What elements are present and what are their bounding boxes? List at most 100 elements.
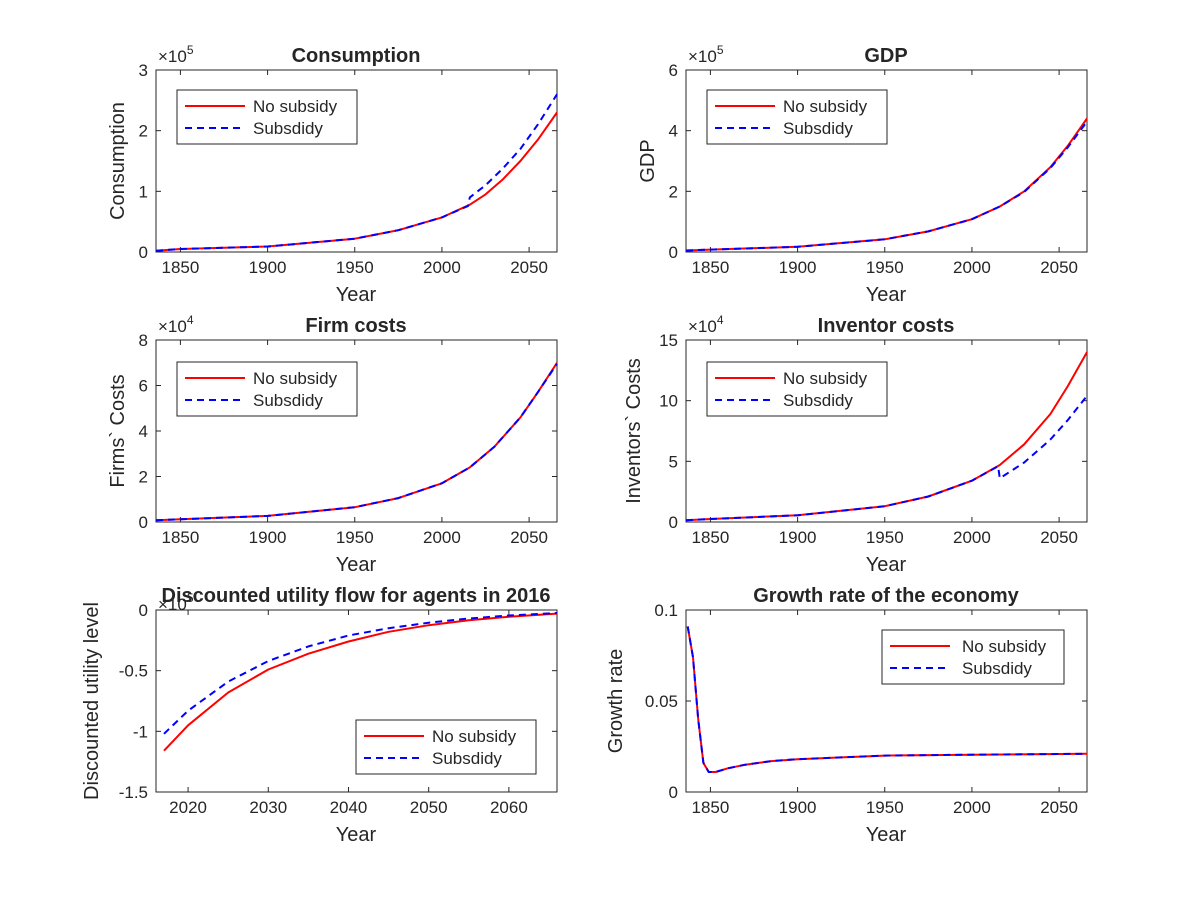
legend-label-no-subsidy: No subsidy bbox=[253, 97, 338, 116]
legend-label-subsidy: Subsdidy bbox=[783, 391, 853, 410]
panel-firm-costs: 1850 1900 1950 2000 2050 0 2 4 6 8 Firm costs Yea… bbox=[107, 313, 558, 576]
panel-consumption: 1850 1900 1950 2000 2050 0 1 2 3 Consumption Yea… bbox=[107, 43, 558, 306]
legend: No subsidy Subsdidy bbox=[355, 719, 537, 775]
x-tick-label: 1900 bbox=[779, 258, 817, 277]
x-tick-label: 1850 bbox=[691, 798, 729, 817]
y-tick-label: 0 bbox=[669, 783, 678, 802]
x-tick-label: 2000 bbox=[953, 798, 991, 817]
series-line-subsidy bbox=[155, 363, 558, 522]
x-tick-label: 1850 bbox=[161, 528, 199, 547]
legend: No subsidy Subsdidy bbox=[176, 361, 358, 417]
x-tick-label: 1950 bbox=[866, 258, 904, 277]
series-line-no-subsidy bbox=[163, 612, 558, 752]
y-axis-label: Discounted utility level bbox=[81, 602, 103, 800]
y-axis-exponent: ×104 bbox=[688, 313, 724, 336]
y-tick-label: 1 bbox=[139, 182, 148, 201]
y-axis-label: Consumption bbox=[107, 102, 129, 220]
x-tick-label: 2030 bbox=[249, 798, 287, 817]
y-tick-label: 4 bbox=[669, 122, 678, 141]
legend-label-subsidy: Subsdidy bbox=[432, 749, 502, 768]
series-line-subsidy bbox=[686, 626, 1088, 773]
x-tick-label: 2050 bbox=[1040, 258, 1078, 277]
y-axis-exponent: ×105 bbox=[158, 43, 194, 66]
series-line-subsidy bbox=[685, 395, 1088, 522]
chart-title: Consumption bbox=[292, 45, 421, 67]
y-tick-label: 8 bbox=[139, 331, 148, 350]
legend-label-no-subsidy: No subsidy bbox=[783, 369, 868, 388]
x-tick-label: 2000 bbox=[423, 258, 461, 277]
y-tick-label: 0 bbox=[669, 243, 678, 262]
x-tick-label: 2050 bbox=[510, 258, 548, 277]
x-tick-label: 1850 bbox=[691, 528, 729, 547]
legend-label-subsidy: Subsdidy bbox=[253, 119, 323, 138]
legend: No subsidy Subsdidy bbox=[706, 361, 888, 417]
x-tick-label: 2040 bbox=[330, 798, 368, 817]
legend: No subsidy Subsdidy bbox=[881, 629, 1065, 685]
legend-label-subsidy: Subsdidy bbox=[783, 119, 853, 138]
legend-label-no-subsidy: No subsidy bbox=[783, 97, 868, 116]
chart-title: GDP bbox=[864, 45, 907, 67]
x-axis-label: Year bbox=[336, 824, 377, 846]
y-axis-exponent: ×104 bbox=[158, 313, 194, 336]
legend-box bbox=[355, 719, 537, 775]
y-tick-label: 2 bbox=[669, 182, 678, 201]
series-line-subsidy bbox=[155, 93, 558, 252]
x-tick-label: 1900 bbox=[779, 528, 817, 547]
legend-box bbox=[881, 629, 1065, 685]
y-tick-label: 2 bbox=[139, 468, 148, 487]
panel-inventor-costs: 1850 1900 1950 2000 2050 0 5 10 15 Inventor cost… bbox=[623, 313, 1088, 576]
y-axis-label: Growth rate bbox=[605, 649, 627, 753]
legend-label-no-subsidy: No subsidy bbox=[253, 369, 338, 388]
y-tick-label: 6 bbox=[139, 377, 148, 396]
x-tick-label: 2000 bbox=[423, 528, 461, 547]
legend-label-subsidy: Subsdidy bbox=[253, 391, 323, 410]
y-tick-label: 15 bbox=[659, 331, 678, 350]
y-tick-label: 0.1 bbox=[654, 601, 678, 620]
legend-box bbox=[706, 361, 888, 417]
x-tick-label: 2050 bbox=[510, 528, 548, 547]
y-axis-label: GDP bbox=[637, 139, 659, 182]
y-tick-label: 0 bbox=[139, 243, 148, 262]
x-axis-label: Year bbox=[866, 824, 907, 846]
x-tick-label: 1950 bbox=[336, 258, 374, 277]
x-tick-label: 2050 bbox=[1040, 528, 1078, 547]
panel-growth-rate: 1850 1900 1950 2000 2050 0 0.05 0.1 Growth rate… bbox=[605, 585, 1088, 846]
series-line-subsidy bbox=[163, 612, 558, 735]
y-tick-label: 0 bbox=[669, 513, 678, 532]
legend: No subsidy Subsdidy bbox=[706, 89, 888, 145]
y-tick-label: -1 bbox=[133, 722, 148, 741]
x-axis-label: Year bbox=[866, 284, 907, 306]
x-tick-label: 1950 bbox=[336, 528, 374, 547]
x-tick-label: 1850 bbox=[161, 258, 199, 277]
chart-title: Discounted utility flow for agents in 20… bbox=[162, 585, 551, 607]
x-axis-label: Year bbox=[336, 554, 377, 576]
x-axis-label: Year bbox=[866, 554, 907, 576]
panel-utility-flow: 2020 2030 2040 2050 2060 -1.5 -1 -0.5 0 ×105 Dis… bbox=[81, 585, 558, 846]
x-tick-label: 2050 bbox=[410, 798, 448, 817]
x-tick-label: 2050 bbox=[1040, 798, 1078, 817]
legend-label-no-subsidy: No subsidy bbox=[962, 637, 1047, 656]
chart-title: Firm costs bbox=[305, 315, 406, 337]
x-tick-label: 2020 bbox=[169, 798, 207, 817]
legend-box bbox=[176, 89, 358, 145]
y-tick-label: 3 bbox=[139, 61, 148, 80]
x-tick-label: 2060 bbox=[490, 798, 528, 817]
y-tick-label: 0 bbox=[139, 513, 148, 532]
y-tick-label: -0.5 bbox=[119, 662, 148, 681]
legend-label-no-subsidy: No subsidy bbox=[432, 727, 517, 746]
y-tick-label: 0.05 bbox=[645, 692, 678, 711]
x-tick-label: 1950 bbox=[866, 528, 904, 547]
y-tick-label: 10 bbox=[659, 392, 678, 411]
x-tick-label: 1900 bbox=[249, 528, 287, 547]
y-tick-label: 5 bbox=[669, 452, 678, 471]
y-axis-exponent: ×105 bbox=[158, 591, 194, 614]
y-tick-label: 2 bbox=[139, 122, 148, 141]
chart-title: Growth rate of the economy bbox=[753, 585, 1019, 607]
y-tick-label: 4 bbox=[139, 422, 148, 441]
y-tick-label: 6 bbox=[669, 61, 678, 80]
x-tick-label: 1950 bbox=[866, 798, 904, 817]
legend-box bbox=[706, 89, 888, 145]
x-axis-label: Year bbox=[336, 284, 377, 306]
y-axis-label: Inventors` Costs bbox=[623, 358, 645, 504]
